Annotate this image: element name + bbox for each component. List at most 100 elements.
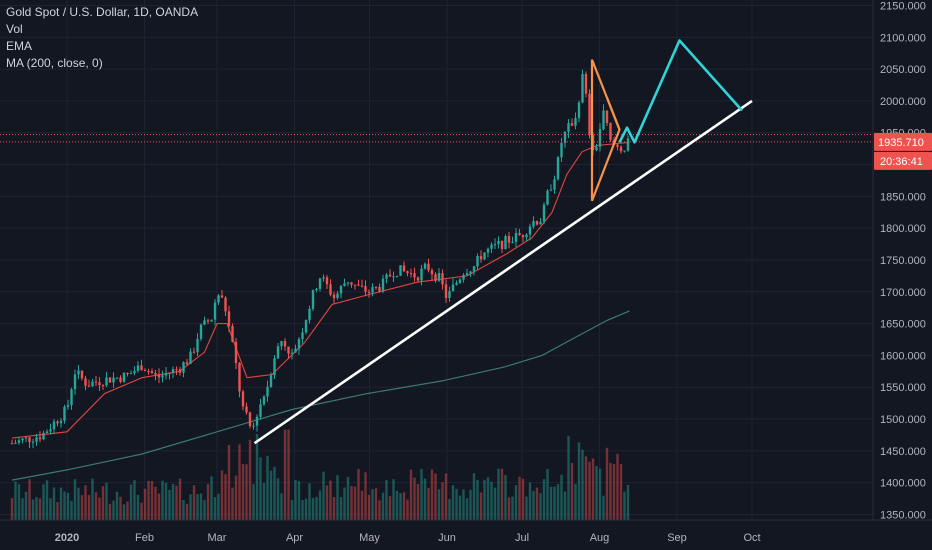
volume-bar bbox=[112, 500, 115, 520]
ma200-line bbox=[11, 310, 630, 481]
time-tick-label: Jul bbox=[515, 532, 529, 544]
volume-bar bbox=[217, 493, 220, 520]
volume-bar bbox=[206, 483, 210, 520]
candle-body bbox=[483, 252, 486, 260]
volume-bar bbox=[231, 487, 234, 520]
volume-bar bbox=[301, 500, 304, 520]
volume-bar bbox=[28, 479, 31, 520]
volume-bar bbox=[318, 490, 322, 520]
volume-bar bbox=[469, 489, 472, 520]
volume-bar bbox=[413, 477, 416, 520]
volume-bar bbox=[455, 488, 458, 520]
price-tick-label: 2050.000 bbox=[880, 64, 926, 76]
candle-body bbox=[287, 346, 290, 354]
candle-body bbox=[444, 284, 448, 298]
volume-bar bbox=[574, 483, 577, 520]
volume-bar bbox=[483, 479, 486, 520]
candle-body bbox=[563, 131, 567, 143]
volume-bar bbox=[59, 487, 63, 520]
triangle-side bbox=[605, 97, 621, 131]
volume-bar bbox=[525, 496, 528, 520]
candle-body bbox=[332, 294, 336, 299]
candle-body bbox=[210, 319, 213, 322]
candle-body bbox=[504, 236, 507, 250]
volume-bar bbox=[234, 475, 238, 520]
candle-body bbox=[318, 278, 322, 289]
legend-ema[interactable]: EMA bbox=[6, 39, 33, 53]
volume-bar bbox=[248, 439, 252, 520]
volume-bar bbox=[280, 493, 283, 520]
candle-body bbox=[35, 437, 38, 442]
volume-bar bbox=[266, 455, 269, 520]
volume-bar bbox=[616, 453, 619, 520]
candle-body bbox=[42, 432, 45, 440]
candle-body bbox=[455, 282, 458, 285]
candle-body bbox=[623, 150, 626, 152]
volume-bar bbox=[567, 436, 570, 520]
volume-bar bbox=[105, 482, 108, 520]
candle-body bbox=[259, 404, 262, 417]
candle-body bbox=[322, 277, 325, 279]
candle-body bbox=[21, 438, 24, 441]
candle-body bbox=[458, 279, 462, 283]
volume-bar bbox=[518, 476, 521, 520]
legend-vol[interactable]: Vol bbox=[6, 22, 23, 36]
volume-bar bbox=[353, 486, 357, 520]
candle-body bbox=[546, 190, 549, 205]
candle-body bbox=[140, 365, 143, 371]
candle-body bbox=[584, 74, 588, 94]
price-axis-bg bbox=[873, 0, 932, 550]
candle-body bbox=[266, 386, 269, 397]
candle-body bbox=[164, 373, 168, 376]
time-axis[interactable]: 2020 Feb Mar Apr May Jun Jul Aug Sep Oct bbox=[0, 519, 932, 550]
volume-bar bbox=[514, 485, 518, 520]
candle-body bbox=[409, 273, 413, 275]
volume-bar bbox=[619, 463, 623, 520]
candle-body bbox=[539, 221, 542, 225]
price-tick-label: 1700.000 bbox=[880, 287, 926, 299]
candle-body bbox=[185, 362, 189, 364]
legend-ma[interactable]: MA (200, close, 0) bbox=[6, 56, 103, 70]
candle-body bbox=[290, 352, 294, 354]
volume-bar bbox=[486, 477, 490, 520]
price-axis[interactable]: 2150.0002100.0002050.0002000.0001950.000… bbox=[872, 0, 932, 550]
candle-body bbox=[294, 348, 297, 353]
volume-bar bbox=[504, 474, 507, 520]
price-tick-label: 1750.000 bbox=[880, 255, 926, 267]
volume-bar bbox=[465, 498, 469, 520]
candle-body bbox=[252, 425, 255, 427]
time-tick-label: May bbox=[359, 532, 380, 544]
volume-bar bbox=[399, 493, 402, 520]
volume-bar bbox=[612, 464, 616, 520]
candle-body bbox=[129, 373, 133, 375]
volume-bar bbox=[441, 482, 444, 520]
price-tick-label: 1450.000 bbox=[880, 446, 926, 458]
volume-bar bbox=[49, 498, 52, 520]
volume-bar bbox=[402, 492, 406, 520]
volume-bar bbox=[238, 444, 241, 520]
time-tick-label: Aug bbox=[590, 532, 610, 544]
candle-body bbox=[276, 346, 280, 359]
volume-bar bbox=[252, 484, 255, 520]
candle-body bbox=[560, 142, 563, 158]
candle-body bbox=[38, 437, 42, 440]
candle-body bbox=[329, 284, 332, 295]
volume-bar bbox=[255, 433, 259, 520]
candle-body bbox=[626, 138, 630, 151]
candle-body bbox=[353, 284, 357, 286]
volume-bar bbox=[84, 485, 87, 520]
candle-body bbox=[448, 291, 451, 298]
candle-body bbox=[182, 362, 185, 373]
volume-bar bbox=[371, 489, 374, 520]
volume-bar bbox=[346, 476, 350, 520]
volume-bar bbox=[549, 486, 553, 520]
volume-bar bbox=[385, 479, 388, 520]
chart-drawings[interactable] bbox=[253, 39, 753, 445]
candle-body bbox=[472, 266, 476, 272]
volume-bar bbox=[472, 473, 476, 520]
legend-symbol[interactable]: Gold Spot / U.S. Dollar, 1D, OANDA bbox=[6, 5, 199, 19]
price-tick-label: 2000.000 bbox=[880, 96, 926, 108]
volume-bar bbox=[189, 494, 192, 520]
volume-bar bbox=[199, 493, 203, 520]
